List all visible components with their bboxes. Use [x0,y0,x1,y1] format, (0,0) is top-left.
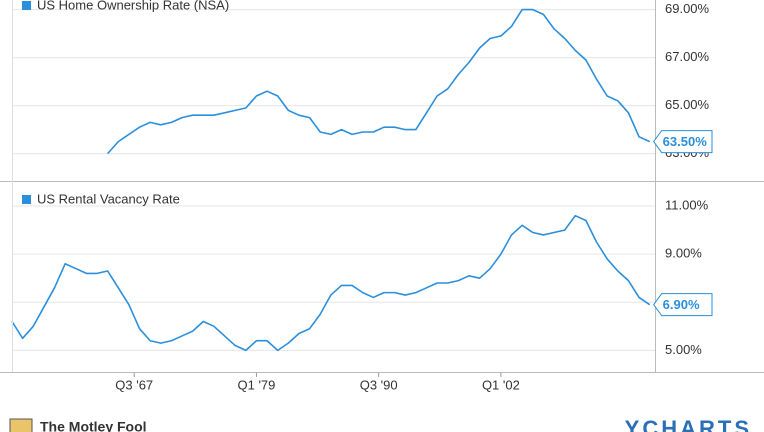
y-tick-label: 5.00% [665,342,702,357]
plots: 63.00%65.00%67.00%69.00%US Home Ownershi… [11,0,710,392]
callout-label: 6.90% [663,297,700,312]
callout-box [653,130,713,154]
data-line [107,8,651,155]
footer-left: The Motley Fool [40,419,147,432]
legend-label: US Home Ownership Rate (NSA) [37,0,229,12]
y-tick-label: 69.00% [665,1,710,16]
logo-icon [9,418,33,432]
x-tick-label: Q1 '79 [237,377,275,392]
data-line [11,214,651,352]
footer-right: YCHARTS [625,416,752,432]
y-tick-label: 65.00% [665,97,710,112]
y-tick-label: 11.00% [665,197,709,212]
x-tick-label: Q3 '90 [360,377,398,392]
callout-box [653,293,713,317]
end-callout: 6.90% [653,293,713,317]
y-tick-label: 67.00% [665,49,710,64]
y-tick-label: 9.00% [665,246,702,261]
legend-swatch [22,195,31,204]
x-tick-label: Q3 '67 [115,377,153,392]
x-tick-label: Q1 '02 [482,377,520,392]
legend-label: US Rental Vacancy Rate [37,191,180,206]
callout-label: 63.50% [663,134,708,149]
end-callout: 63.50% [653,130,713,154]
legend-swatch [22,1,31,10]
